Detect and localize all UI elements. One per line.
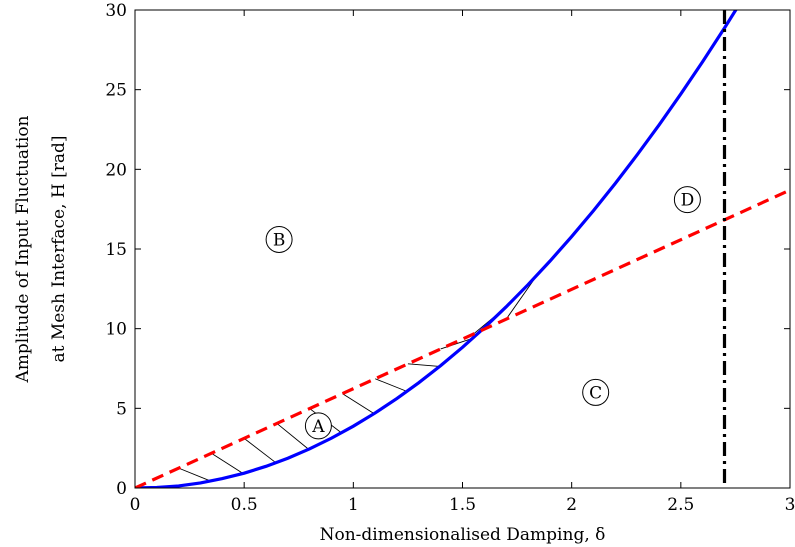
x-tick-label: 0.5 — [231, 495, 258, 515]
y-tick-label: 25 — [105, 81, 127, 101]
x-tick-label: 0 — [130, 495, 141, 515]
x-tick-label: 1.5 — [449, 495, 476, 515]
x-tick-label: 1 — [348, 495, 359, 515]
series-solid-curve — [135, 10, 738, 488]
hatch-line — [407, 363, 440, 367]
region-label-a: A — [304, 412, 332, 440]
y-axis-label-line-1: Amplitude of Input Fluctuation — [13, 115, 33, 383]
region-label-b: B — [265, 225, 293, 253]
region-label-group: A B C D — [265, 186, 701, 440]
y-tick-label: 0 — [116, 479, 127, 499]
hatch-line — [375, 378, 407, 392]
hatch-line — [276, 423, 309, 450]
x-tick-label: 2.5 — [667, 495, 694, 515]
hatch-line — [342, 393, 375, 414]
x-axis-label: Non-dimensionalised Damping, δ — [320, 525, 606, 545]
region-label-text: A — [311, 417, 325, 437]
hatched-region — [178, 273, 539, 482]
region-label-circle — [582, 378, 610, 406]
series-group — [135, 10, 790, 488]
hatch-line — [243, 437, 277, 464]
region-label-circle — [265, 225, 293, 253]
x-tick-label: 2 — [566, 495, 577, 515]
hatch-line — [178, 467, 211, 482]
y-tick-label: 20 — [105, 160, 127, 180]
y-tick-label: 5 — [116, 399, 127, 419]
region-label-text: D — [681, 191, 695, 211]
series-dashed-line — [135, 188, 790, 488]
region-label-circle — [673, 186, 701, 214]
region-label-c: C — [582, 378, 610, 406]
plot-frame — [134, 9, 791, 489]
y-tick-label: 15 — [105, 240, 127, 260]
region-label-d: D — [673, 186, 701, 214]
region-label-text: C — [589, 383, 602, 403]
x-tick-label: 3 — [785, 495, 795, 515]
region-label-text: B — [273, 230, 286, 250]
hatch-line — [211, 452, 244, 474]
hatch-line — [440, 338, 473, 350]
y-tick-label: 30 — [105, 1, 127, 21]
region-label-circle — [304, 412, 332, 440]
y-tick-label: 10 — [105, 320, 127, 340]
y-axis-label-line-2: at Mesh Interface, H [rad] — [49, 135, 69, 362]
